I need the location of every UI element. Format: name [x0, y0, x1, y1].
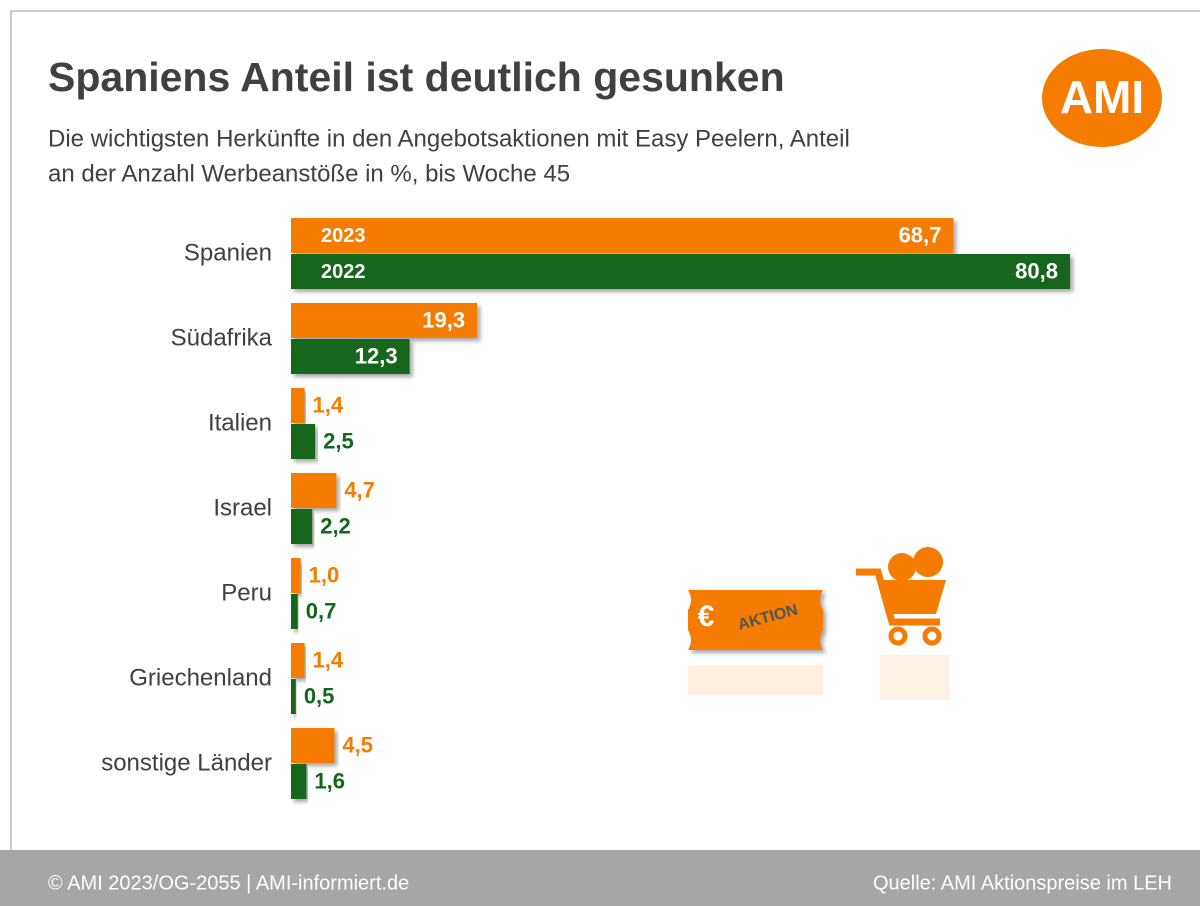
bar [291, 594, 298, 629]
chart-title: Spaniens Anteil ist deutlich gesunken [48, 54, 785, 100]
value-label: 2,5 [323, 428, 354, 453]
bar [291, 643, 305, 678]
bar [291, 728, 335, 763]
bar [291, 303, 478, 338]
value-label: 0,7 [306, 598, 337, 623]
bar [291, 473, 337, 508]
bar [291, 339, 410, 374]
cart-fruit [888, 553, 916, 581]
category-label: sonstige Länder [101, 749, 272, 776]
cart-basket [878, 580, 946, 614]
ticket-shape [688, 590, 823, 650]
value-label: 68,7 [899, 222, 942, 247]
category-label: Südafrika [171, 324, 273, 351]
category-label: Griechenland [129, 664, 272, 691]
cart-wheel [888, 626, 908, 646]
category-label: Italien [208, 409, 272, 436]
footer-left: © AMI 2023/OG-2055 | AMI-informiert.de [48, 872, 409, 894]
subtitle: an der Anzahl Werbeanstöße in %, bis Woc… [48, 160, 570, 187]
value-label: 12,3 [355, 343, 398, 368]
bar [291, 509, 313, 544]
bar [291, 388, 305, 423]
footer-right: Quelle: AMI Aktionspreise im LEH [873, 872, 1172, 894]
value-label: 4,7 [344, 477, 375, 502]
value-label: 1,4 [312, 647, 343, 672]
bar [291, 218, 954, 253]
logo-badge [1042, 49, 1162, 147]
category-label: Israel [213, 494, 272, 521]
legend-label: 2022 [321, 261, 366, 283]
frame [10, 10, 1200, 906]
bar [291, 424, 316, 459]
value-label: 19,3 [422, 307, 465, 332]
category-label: Peru [221, 579, 272, 606]
bar [291, 254, 1070, 289]
footer-band [0, 850, 1200, 906]
category-label: Spanien [184, 239, 272, 266]
value-label: 1,4 [312, 392, 343, 417]
value-label: 1,0 [309, 562, 340, 587]
badge-currency: € [698, 600, 715, 633]
cart-wheel [922, 626, 942, 646]
bar [291, 764, 307, 799]
cart-icon [856, 547, 950, 700]
bar [291, 679, 296, 714]
legend-label: 2023 [321, 225, 366, 247]
subtitle: Die wichtigsten Herkünfte in den Angebot… [48, 125, 850, 152]
value-label: 2,2 [320, 513, 351, 538]
cart-reflection [880, 655, 950, 700]
value-label: 4,5 [342, 732, 373, 757]
value-label: 1,6 [314, 768, 345, 793]
bar [291, 558, 301, 593]
value-label: 0,5 [304, 683, 335, 708]
value-label: 80,8 [1015, 258, 1058, 283]
logo: AMI [1060, 71, 1144, 123]
cart-fruit [913, 547, 943, 577]
ticket-reflection [688, 665, 823, 695]
aktion-ticket: € AKTION [688, 590, 823, 695]
